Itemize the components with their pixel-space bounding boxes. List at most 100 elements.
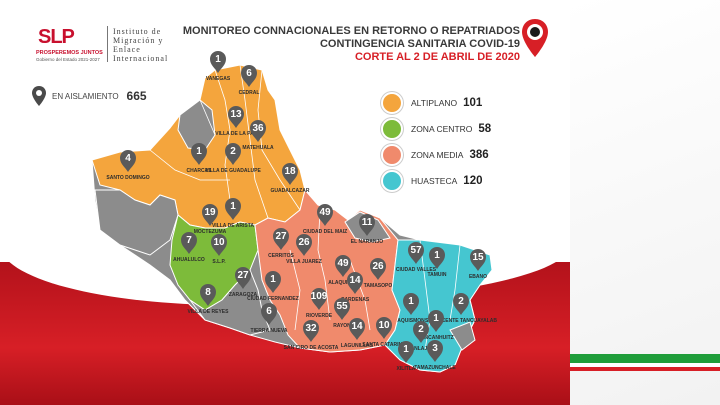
pin-count: 36 [252,123,264,134]
pin-count: 10 [378,320,390,331]
centro-no-cases [189,269,271,336]
pin-marker-icon [261,303,277,325]
municipality-pin: 10 SANTA CATARINA [362,317,406,348]
pin-count: 14 [351,321,363,332]
municipality-label: SAN VICENTE TANCUAYALAB [425,318,497,324]
pin-count: 1 [403,344,409,355]
municipality-label: RIOVERDE [306,313,333,319]
pin-marker-icon [311,288,327,310]
pin-marker-icon [413,321,429,343]
pin-marker-icon [453,293,469,315]
municipality-label: EBANO [469,274,487,280]
pin-marker-icon [347,272,363,294]
municipality-pin: 49 CIUDAD DEL MAIZ [303,204,347,235]
municipality-pin: 1 VILLA DE ARISTA [212,198,254,229]
pin-count: 57 [410,245,422,256]
pin-marker-icon [470,249,486,271]
municipality-label: CERRITOS [268,253,294,259]
pin-marker-icon [370,258,386,280]
municipality-pin: 7 AHUALULCO [173,232,205,263]
pin-count: 109 [311,291,328,302]
pin-marker-icon [398,341,414,363]
municipality-pin: 1 CIUDAD FERNANDEZ [247,271,299,302]
municipality-label: TANLAJAS [408,346,435,352]
logo-brand: SLP [38,26,75,48]
municipality-pin: 11 EL NARANJO [351,214,383,245]
legend-item-media: ZONA MEDIA 386 [381,142,521,168]
municipality-label: CARDENAS [341,297,370,303]
municipality-label: SANTO DOMINGO [106,175,149,181]
municipality-pin: 1 XILITLA [397,341,416,372]
pin-count: 49 [337,258,349,269]
map-marker-icon [522,19,548,57]
pin-marker-icon [376,317,392,339]
municipality-label: ALAQUINES [328,280,358,286]
pin-marker-icon [228,106,244,128]
title-line-2: CONTINGENCIA SANITARIA COVID-19 [319,38,520,50]
legend-label: HUASTECA [411,176,458,186]
region-legend: ALTIPLANO 101 ZONA CENTRO 58 ZONA MEDIA … [381,90,521,194]
municipality-pin: 18 GUADALCAZAR [271,163,310,194]
municipality-label: TAMUIN [427,272,446,278]
municipality-label: VANEGAS [206,76,231,82]
pin-count: 15 [472,252,484,263]
pin-marker-icon [250,120,266,142]
pin-marker-icon [282,163,298,185]
pin-count: 2 [458,296,464,307]
municipality-label: GUADALCAZAR [271,188,310,194]
pin-marker-icon [235,267,251,289]
municipality-label: CIUDAD VALLES [396,267,437,273]
pin-count: 2 [418,324,424,335]
municipality-label: LAGUNILLAS [341,343,374,349]
municipality-label: AQUISMON [397,318,425,324]
pin-marker-icon [202,204,218,226]
municipality-label: ZARAGOZA [229,292,258,298]
pin-count: 8 [205,287,211,298]
pin-marker-icon [225,143,241,165]
pin-count: 10 [213,237,225,248]
pin-count: 6 [266,306,272,317]
isolation-label: EN AISLAMIENTO [52,91,119,101]
pin-count: 32 [305,323,317,334]
pin-count: 1 [196,146,202,157]
legend-swatch [381,170,403,192]
pin-count: 1 [230,201,236,212]
institution-logo: SLP PROSPEREMOS JUNTOS Gobierno del Esta… [34,22,184,66]
legend-value: 120 [463,175,483,187]
municipality-label: CEDRAL [239,90,260,96]
isolation-value: 665 [126,89,147,103]
municipality-pin: 32 SAN CIRO DE ACOSTA [284,320,339,351]
pin-count: 6 [246,68,252,79]
municipality-pin: 1 AQUISMON [397,293,425,324]
pin-marker-icon [120,150,136,172]
municipality-pin: 6 CEDRAL [239,65,260,96]
municipality-pin: 49 ALAQUINES [328,255,358,286]
legend-label: ZONA MEDIA [411,150,464,160]
pin-marker-icon [317,204,333,226]
title-line-1: MONITOREO CONNACIONALES EN RETORNO O REP… [182,25,520,37]
logo-institute-name: Instituto de Migración y Enlace Internac… [113,27,169,63]
pin-marker-icon [241,65,257,87]
municipality-pin: 2 SAN VICENTE TANCUAYALAB [425,293,497,324]
altiplano-no-cases-west [94,189,179,256]
legend-value: 386 [469,149,489,161]
title-line-3: CORTE AL 2 DE ABRIL DE 2020 [354,51,520,63]
municipality-label: XILITLA [397,366,416,372]
municipality-label: CIUDAD FERNANDEZ [247,296,299,302]
municipality-label: CIUDAD DEL MAIZ [303,229,347,235]
pin-count: 1 [215,54,221,65]
municipality-label: MATEHUALA [242,145,274,151]
pin-marker-icon [427,340,443,362]
huasteca-no-cases-east [449,321,476,351]
pin-count: 26 [298,237,310,248]
municipality-label: VILLA DE LA PAZ [215,131,256,137]
municipality-label: VILLA DE REYES [188,309,230,315]
pin-marker-icon [429,247,445,269]
municipality-pin: 36 MATEHUALA [242,120,274,151]
legend-swatch [381,92,403,114]
legend-swatch [381,144,403,166]
municipality-label: TANCANHUITZ [418,335,453,341]
municipality-label: VILLA DE ARISTA [212,223,254,229]
